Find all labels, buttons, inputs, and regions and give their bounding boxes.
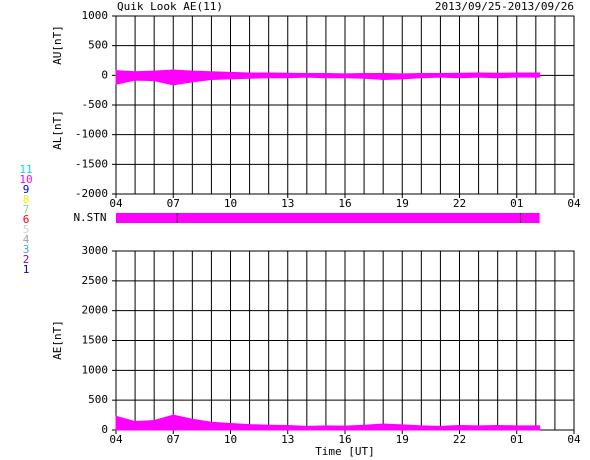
x-tick-label: 04 [109,197,123,210]
y-tick-label: 2000 [82,304,109,317]
y-tick-label: -1000 [75,128,108,141]
x-tick-label: 13 [281,197,294,210]
legend-entry: 9 [23,183,30,196]
x-tick-label: 22 [453,197,466,210]
x-tick-label: 04 [567,433,581,446]
y-tick-label: 3000 [82,244,109,257]
x-tick-label: 19 [396,433,409,446]
x-axis-label: Time [UT] [315,445,375,458]
y-tick-label: 1500 [82,334,109,347]
y-axis-label: AU[nT] [51,25,64,65]
y-tick-label: 500 [88,393,108,406]
x-tick-label: 01 [510,433,523,446]
x-tick-label: 04 [567,197,581,210]
y-tick-label: 1000 [82,9,109,22]
x-tick-label: 01 [510,197,523,210]
area [115,69,541,76]
y-tick-label: -2000 [75,187,108,200]
y-tick-label: 0 [101,68,108,81]
x-tick-label: 22 [453,433,466,446]
x-tick-label: 16 [338,433,351,446]
area [115,74,541,86]
y-axis-label: AL[nT] [51,110,64,150]
y-tick-label: -500 [82,98,109,111]
chart-title: Quik Look AE(11) [117,0,223,13]
legend-entry: 7 [23,203,30,216]
legend-entry: 5 [23,223,30,236]
legend-entry: 10 [19,173,32,186]
x-tick-label: 13 [281,433,294,446]
period: 2013/09/25-2013/09/26 [435,0,574,13]
x-tick-label: 07 [167,433,180,446]
legend-entry: 4 [23,233,30,246]
x-tick-label: 19 [396,197,409,210]
x-tick-label: 10 [224,433,237,446]
y-tick-label: 500 [88,39,108,52]
legend-entry: 3 [23,243,30,256]
legend-entry: 6 [23,213,30,226]
x-tick-label: 07 [167,197,180,210]
legend-entry: 8 [23,193,30,206]
legend-entry: 11 [19,163,32,176]
x-tick-label: 04 [109,433,123,446]
legend-entry: 2 [23,253,30,266]
legend-entry: 1 [23,263,30,276]
area [115,414,541,431]
station-label: N.STN [73,211,106,224]
x-tick-label: 16 [338,197,351,210]
y-tick-label: -1500 [75,157,108,170]
station-bar [116,213,540,223]
y-axis-label: AE[nT] [51,320,64,360]
y-tick-label: 0 [101,423,108,436]
y-tick-label: 2500 [82,274,109,287]
x-tick-label: 10 [224,197,237,210]
y-tick-label: 1000 [82,363,109,376]
